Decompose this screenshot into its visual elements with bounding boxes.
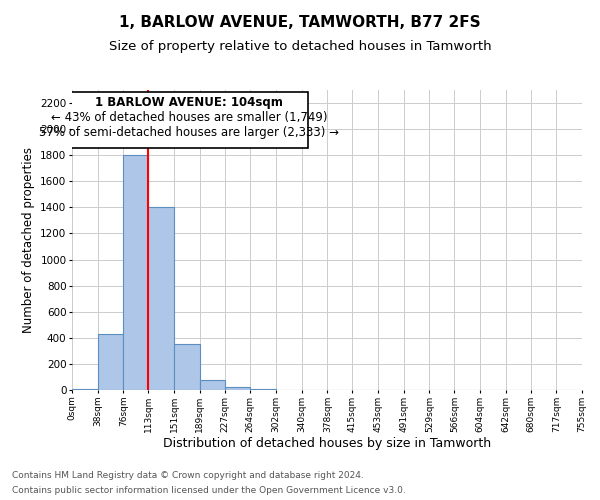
Bar [148,208,174,390]
Bar [200,380,226,390]
Bar [250,388,276,390]
Text: 1, BARLOW AVENUE, TAMWORTH, B77 2FS: 1, BARLOW AVENUE, TAMWORTH, B77 2FS [119,15,481,30]
Text: Contains public sector information licensed under the Open Government Licence v3: Contains public sector information licen… [12,486,406,495]
Text: Contains HM Land Registry data © Crown copyright and database right 2024.: Contains HM Land Registry data © Crown c… [12,471,364,480]
X-axis label: Distribution of detached houses by size in Tamworth: Distribution of detached houses by size … [163,438,491,450]
Bar [72,388,98,390]
Text: 57% of semi-detached houses are larger (2,333) →: 57% of semi-detached houses are larger (… [39,126,339,139]
Text: ← 43% of detached houses are smaller (1,749): ← 43% of detached houses are smaller (1,… [51,111,328,124]
Bar [174,344,200,390]
Bar [226,386,250,390]
Y-axis label: Number of detached properties: Number of detached properties [22,147,35,333]
FancyBboxPatch shape [71,92,308,148]
Bar [124,155,148,390]
Text: 1 BARLOW AVENUE: 104sqm: 1 BARLOW AVENUE: 104sqm [95,96,283,108]
Text: Size of property relative to detached houses in Tamworth: Size of property relative to detached ho… [109,40,491,53]
Bar [98,334,124,390]
